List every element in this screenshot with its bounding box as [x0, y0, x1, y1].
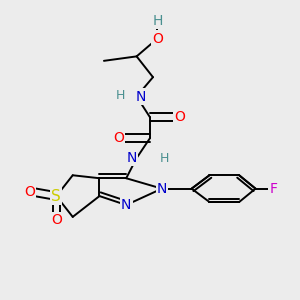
Text: O: O [174, 110, 185, 124]
Text: O: O [152, 32, 163, 46]
Text: N: N [121, 198, 131, 212]
Text: H: H [116, 88, 125, 101]
Text: H: H [160, 152, 170, 164]
Text: N: N [136, 89, 146, 103]
Text: H: H [152, 14, 163, 28]
Text: N: N [127, 151, 137, 165]
Text: O: O [113, 131, 124, 145]
Text: S: S [52, 189, 61, 204]
Text: N: N [157, 182, 167, 196]
Text: O: O [51, 213, 62, 227]
Text: F: F [269, 182, 277, 196]
Text: O: O [24, 184, 35, 199]
